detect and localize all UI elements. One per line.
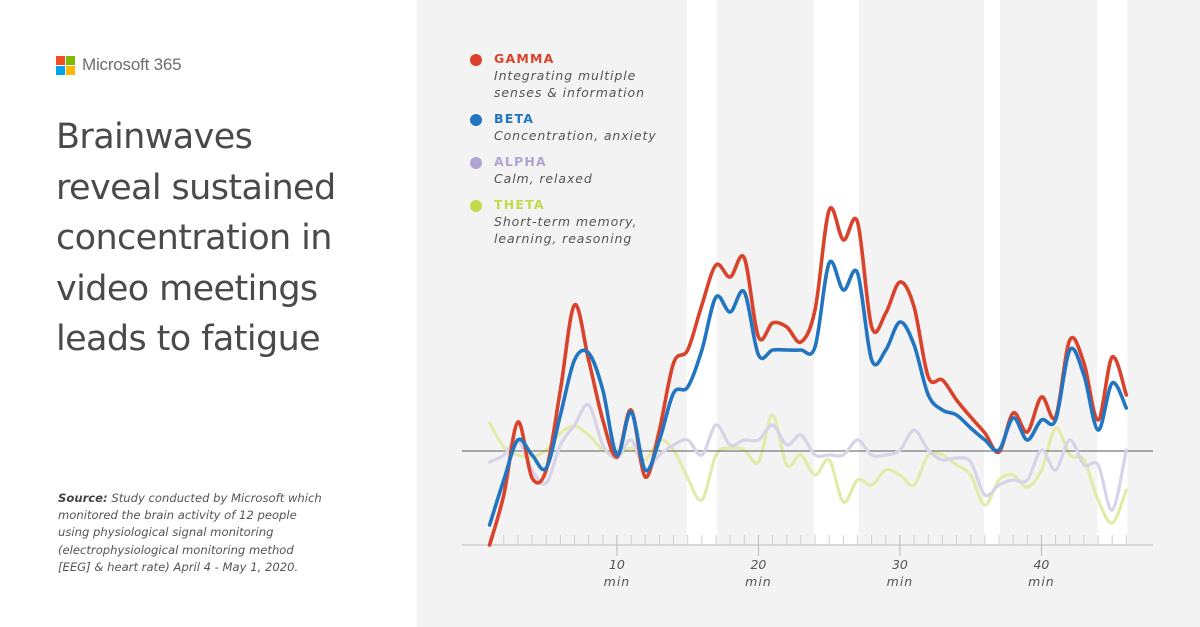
source-note: Source: Study conducted by Microsoft whi… [58,490,358,576]
legend-name: BETA [494,111,535,126]
microsoft-logo-icon [56,55,75,75]
legend-description: Integrating multiple [494,68,637,83]
legend-item-theta: THETA Short-term memory, learning, reasoni… [468,197,657,247]
x-unit-label: min [887,574,914,589]
series-line-alpha [488,403,1128,512]
brand-name: Microsoft 365 [82,55,182,74]
legend-description: senses & information [494,85,645,100]
legend-item-beta: BETA Concentration, anxiety [468,111,657,144]
legend-item-gamma: GAMMA Integrating multiple senses & inform… [468,51,657,101]
source-line: (electrophysiological monitoring method [58,542,294,557]
legend-description: learning, reasoning [494,231,633,246]
source-line: Study conducted by Microsoft which [107,491,322,505]
series-line-beta [487,259,1129,527]
legend-description: Concentration, anxiety [494,128,657,143]
x-tick-label: 10 [609,557,625,572]
logo-square-blue [56,65,65,75]
legend-description: Calm, relaxed [494,171,593,186]
x-tick-label: 20 [750,557,766,572]
headline-line: leads to fatigue [56,319,321,359]
highlight-band [1097,0,1128,545]
microsoft-365-logo: Microsoft 365 [56,55,182,75]
logo-square-green [66,55,75,65]
source-line: monitored the brain activity of 12 peopl… [58,508,297,523]
x-unit-label: min [1028,574,1055,589]
source-label: Source: [58,491,108,505]
source-line: using physiological signal monitoring [58,525,274,540]
headline-line: video meetings [56,268,318,309]
headline: Brainwaves reveal sustained concentratio… [56,112,336,365]
legend-name: THETA [494,197,545,212]
x-tick-label: 30 [892,557,908,572]
headline-line: Brainwaves [56,117,253,157]
logo-square-yellow [66,65,75,75]
chart-panel [417,0,1200,627]
legend-dot-icon [470,200,482,212]
legend-name: ALPHA [494,154,547,169]
series-line-gamma [487,206,1129,547]
legend-description: Short-term memory, [494,214,638,229]
legend-dot-icon [470,114,482,126]
headline-line: concentration in [56,218,332,258]
headline-line: reveal sustained [56,167,336,208]
chart-legend: GAMMA Integrating multiple senses & inform… [468,51,657,257]
legend-dot-icon [470,54,482,66]
x-unit-label: min [604,574,631,589]
left-panel: Microsoft 365 Brainwaves reveal sustaine… [0,0,417,627]
logo-square-red [56,55,65,65]
source-line: [EEG] & heart rate) April 4 - May 1, 202… [58,559,299,574]
x-tick-label: 40 [1033,557,1049,572]
legend-name: GAMMA [494,51,555,66]
highlight-band [983,0,1000,545]
x-unit-label: min [745,574,772,589]
legend-dot-icon [470,157,482,169]
legend-item-alpha: ALPHA Calm, relaxed [468,154,657,187]
